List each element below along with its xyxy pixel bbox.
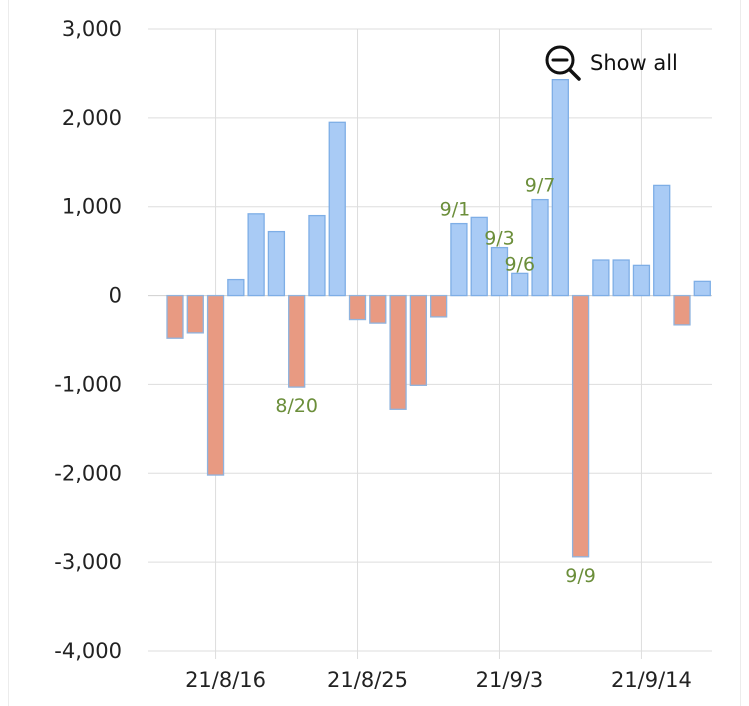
y-tick-label: -1,000 (54, 372, 122, 396)
bar-positive[interactable] (470, 216, 488, 297)
bar-annotation: 8/20 (275, 395, 318, 417)
bar-positive[interactable] (227, 278, 245, 297)
bar-negative[interactable] (348, 294, 367, 321)
bar-positive[interactable] (531, 198, 549, 297)
show-all-label: Show all (590, 51, 678, 75)
bar-positive[interactable] (612, 259, 630, 297)
y-tick-label: 2,000 (62, 106, 122, 130)
bar-positive[interactable] (490, 246, 509, 297)
x-tick-label: 21/9/3 (476, 668, 544, 692)
bar-negative[interactable] (673, 294, 691, 326)
bars (166, 78, 711, 558)
bar-positive[interactable] (551, 78, 569, 297)
y-tick-label: -2,000 (54, 461, 122, 485)
bar-annotation: 9/6 (504, 253, 535, 275)
bar-annotation: 9/1 (440, 199, 471, 221)
bar-positive[interactable] (653, 184, 671, 297)
bar-annotation: 9/7 (525, 175, 556, 197)
bar-negative[interactable] (186, 294, 204, 334)
bar-negative[interactable] (166, 294, 184, 339)
bar-negative[interactable] (409, 294, 428, 386)
bar-annotation: 9/9 (565, 565, 596, 587)
y-tick-label: 1,000 (62, 195, 122, 219)
bar-positive[interactable] (511, 272, 529, 297)
x-tick-label: 21/8/16 (185, 668, 266, 692)
bar-positive[interactable] (308, 214, 326, 297)
bar-negative[interactable] (288, 294, 306, 388)
bar-negative[interactable] (369, 294, 387, 324)
bar-positive[interactable] (328, 121, 346, 297)
bar-negative[interactable] (389, 294, 407, 410)
show-all-button[interactable]: Show all (544, 44, 678, 82)
x-tick-label: 21/9/14 (611, 668, 692, 692)
zoom-out-icon (544, 44, 582, 82)
bar-positive[interactable] (632, 264, 651, 297)
bar-annotation: 9/3 (484, 228, 515, 250)
bar-negative[interactable] (206, 294, 225, 476)
bar-annotations: 8/20 9/1 9/3 9/6 9/7 9/9 (275, 175, 596, 587)
y-tick-label: 3,000 (62, 17, 122, 41)
bar-positive[interactable] (450, 222, 468, 297)
y-tick-label: -3,000 (54, 550, 122, 574)
x-tick-label: 21/8/25 (327, 668, 408, 692)
y-tick-label: -4,000 (54, 639, 122, 663)
bar-positive[interactable] (267, 230, 286, 297)
bar-positive[interactable] (592, 259, 610, 297)
bar-negative[interactable] (571, 294, 590, 558)
y-axis-labels: 3,000 2,000 1,000 0 -1,000 -2,000 -3,000 -4,000 (54, 17, 122, 663)
bar-negative[interactable] (429, 294, 448, 318)
grid-lines (148, 28, 712, 659)
chart-frame (8, 0, 741, 706)
x-axis-labels: 21/8/16 21/8/25 21/9/3 21/9/14 (185, 668, 692, 692)
bar-positive[interactable] (693, 280, 711, 297)
y-tick-label: 0 (109, 284, 122, 308)
bar-positive[interactable] (247, 213, 265, 297)
